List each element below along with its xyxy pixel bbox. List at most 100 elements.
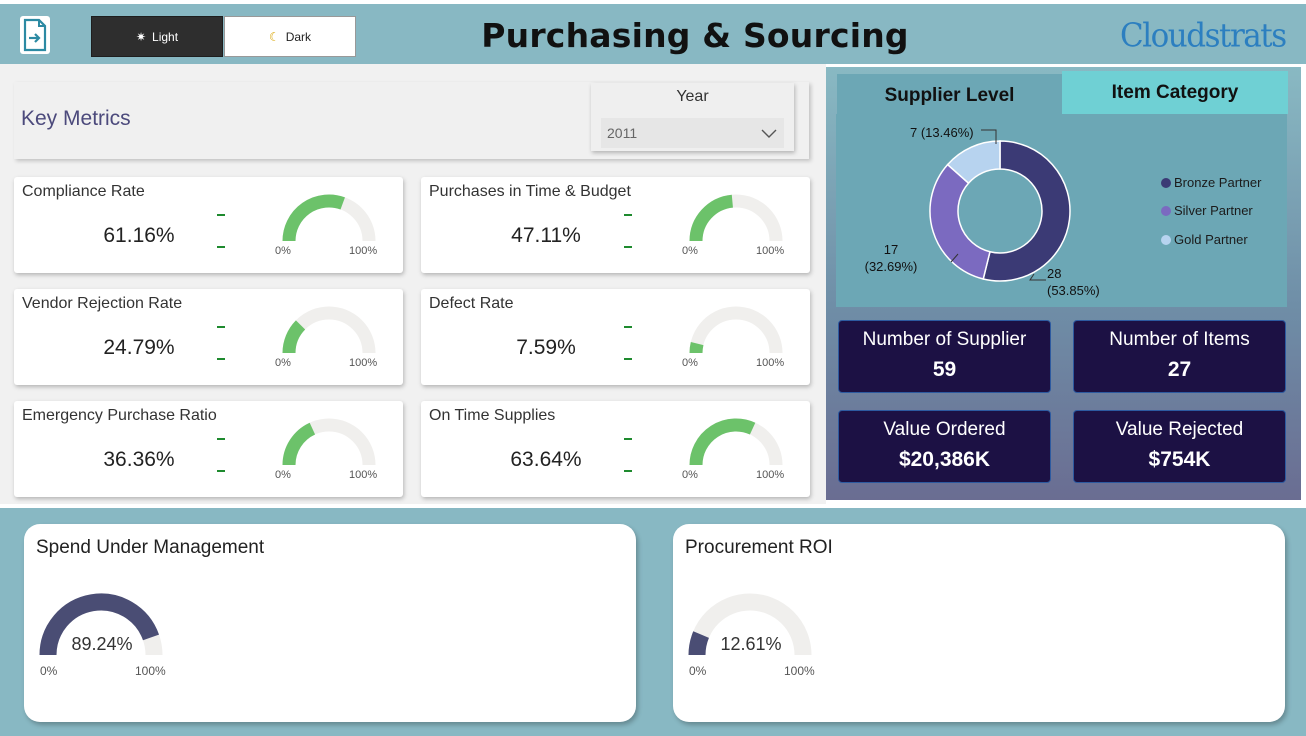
kpi-trend-indicator [624,438,632,440]
kpi-trend-indicator [624,358,632,360]
kpi-value: 63.64% [510,448,582,471]
gauge-max-label: 100% [349,357,378,369]
spend-under-management-card: Spend Under Management 89.24% 0% 100% [24,524,636,722]
gauge-fill [282,320,306,354]
stat-value-rejected: Value Rejected $754K [1073,410,1286,483]
stat-value-ordered: Value Ordered $20,386K [838,410,1051,483]
theme-light-button[interactable]: ✷ Light [91,16,223,57]
gauge-value: 89.24% [71,634,133,654]
gold-slice-label: 7 (13.46%) [910,125,974,140]
kpi-title: Purchases in Time & Budget [429,183,631,200]
kpi-card: Emergency Purchase Ratio 36.36% 0% 100% [14,401,403,497]
donut-leader-line [950,253,959,263]
gauge-fill [689,194,734,242]
kpi-title: Defect Rate [429,295,514,312]
year-dropdown[interactable]: 2011 [601,118,784,148]
gauge-max-label: 100% [756,469,785,481]
donut-slice-bronze[interactable] [982,140,1071,282]
stat-label: Number of Supplier [862,329,1027,350]
kpi-trend-indicator [217,438,225,440]
kpi-trend-indicator [624,214,632,216]
stat-number-of-supplier: Number of Supplier 59 [838,320,1051,393]
gauge-max-label: 100% [784,664,815,678]
export-page-icon [23,18,47,52]
key-metrics-title: Key Metrics [21,107,131,130]
kpi-card: Compliance Rate 61.16% 0% 100% [14,177,403,273]
gauge-min-label: 0% [275,469,291,481]
kpi-card: On Time Supplies 63.64% 0% 100% [421,401,810,497]
tab-supplier-level[interactable]: Supplier Level [837,74,1062,114]
theme-dark-button[interactable]: ☾ Dark [224,16,356,57]
kpi-value: 24.79% [103,336,175,359]
header-bar: ✷ Light ☾ Dark Purchasing & Sourcing Clo… [0,0,1306,64]
kpi-title: Emergency Purchase Ratio [22,407,217,424]
gauge-min-label: 0% [682,357,698,369]
kpi-card: Defect Rate 7.59% 0% 100% [421,289,810,385]
gauge-track [689,306,783,354]
gauge-max-label: 100% [756,357,785,369]
kpi-value: 47.11% [511,224,581,247]
supplier-donut-chart [836,114,1287,307]
donut-slice-gold[interactable] [946,140,1001,185]
gauge-max-label: 100% [756,245,785,257]
kpi-trend-indicator [217,246,225,248]
export-page-button[interactable] [20,16,50,54]
kpi-gauge [282,194,376,242]
legend-label-silver: Silver Partner [1174,203,1253,218]
donut-svg [929,129,1071,282]
year-selected-value: 2011 [607,125,638,141]
stat-value: $754K [1148,448,1211,471]
kpi-card: Vendor Rejection Rate 24.79% 0% 100% [14,289,403,385]
moon-icon: ☾ [268,29,280,44]
kpi-card: Purchases in Time & Budget 47.11% 0% 100… [421,177,810,273]
gauge-max-label: 100% [349,469,378,481]
stat-value: 27 [1167,358,1192,381]
kpi-gauge [689,194,783,242]
silver-slice-count: 17 [883,242,899,257]
donut-leader-line [1029,273,1046,281]
kpi-trend-indicator [217,326,225,328]
gauge-fill [689,418,756,466]
company-logo: Cloudstrats [1120,17,1287,55]
gauge-min-label: 0% [689,664,707,678]
kpi-gauge [282,306,376,354]
year-slicer-label: Year [676,88,709,105]
gauge-track [688,593,812,656]
gauge-fill [39,593,160,656]
card-title: Procurement ROI [685,537,833,558]
sun-icon: ✷ [135,29,147,44]
kpi-title: Compliance Rate [22,183,145,200]
silver-slice-label: 17 (32.69%) [860,241,922,275]
bronze-slice-percent: (53.85%) [1047,283,1100,298]
kpi-trend-indicator [217,470,225,472]
stat-label: Number of Items [1109,329,1250,350]
legend-dot-gold [1161,234,1171,245]
stat-label: Value Rejected [1115,419,1244,440]
stat-label: Value Ordered [883,419,1006,440]
page-title: Purchasing & Sourcing [481,16,909,55]
silver-slice-percent: (32.69%) [864,259,918,274]
year-slicer: Year 2011 [591,83,794,151]
theme-dark-label: Dark [285,29,312,44]
bronze-slice-count: 28 [1047,266,1062,281]
kpi-trend-indicator [624,326,632,328]
legend-gold-partner[interactable]: Gold Partner [1161,232,1248,247]
tab-item-category[interactable]: Item Category [1062,71,1288,114]
legend-silver-partner[interactable]: Silver Partner [1161,203,1253,218]
procurement-roi-card: Procurement ROI 12.61% 0% 100% [673,524,1285,722]
donut-slice-silver[interactable] [929,163,991,280]
kpi-trend-indicator [624,246,632,248]
legend-bronze-partner[interactable]: Bronze Partner [1161,175,1261,190]
gauge-min-label: 0% [275,245,291,257]
stat-value: $20,386K [898,448,991,471]
kpi-gauge [689,418,783,466]
card-title: Spend Under Management [36,537,265,558]
kpi-value: 36.36% [103,448,175,471]
kpi-trend-indicator [624,470,632,472]
big-gauge [688,593,812,656]
kpi-trend-indicator [217,214,225,216]
gauge-fill [282,422,316,466]
gauge-fill [688,631,710,656]
gauge-fill [689,342,704,354]
bronze-slice-label: 28 (53.85%) [1047,265,1100,299]
